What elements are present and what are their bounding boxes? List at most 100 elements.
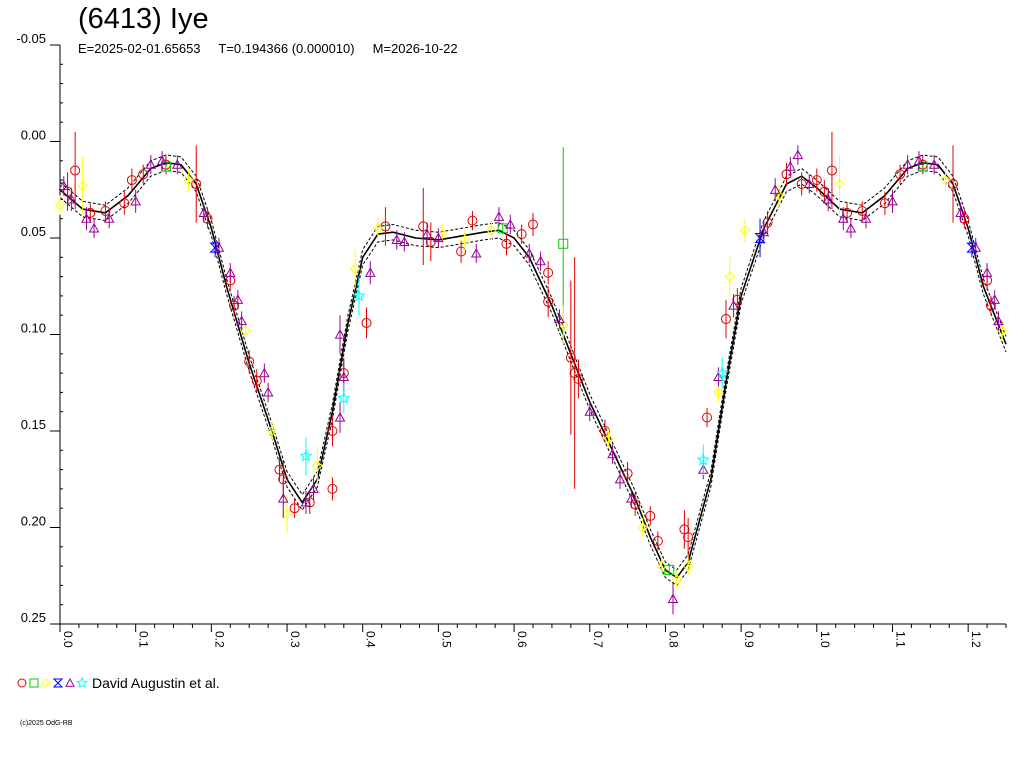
data-point [493,211,505,221]
data-point [713,387,724,398]
data-point [622,468,633,479]
data-point [81,213,92,223]
data-point [277,493,289,503]
data-point [895,169,906,180]
data-point [258,367,270,378]
chart-title: (6413) Iye [78,3,209,35]
data-point [262,386,274,397]
data-point [289,503,300,514]
data-point [558,319,569,331]
copyright-note: (c)2025 OdG-RB [20,720,73,727]
data-point [732,294,743,305]
data-point [436,228,448,240]
data-point [236,315,247,326]
data-point [224,267,236,277]
data-point [66,193,77,204]
data-point [535,255,546,266]
data-point [940,174,951,186]
data-point [754,233,766,243]
x-tick-label: 0.6 [515,631,529,648]
data-point [902,159,913,169]
data-point [599,426,610,436]
data-point [948,178,959,189]
data-point [955,207,966,218]
data-point [702,412,713,423]
data-point [543,267,554,278]
data-point [312,460,323,471]
x-tick-label: 0.5 [439,631,453,648]
data-point [822,193,834,204]
x-tick-label: 1.2 [969,631,983,648]
data-point [626,493,637,503]
data-point [459,234,471,246]
data-point [554,313,565,324]
y-tick-label: 0.05 [21,224,46,239]
data-point [728,300,739,310]
data-point [842,207,853,218]
data-point [664,564,675,575]
data-point [130,195,142,206]
series-triangle [58,145,1004,615]
data-point [715,366,729,379]
legend-star-icon [75,676,89,689]
data-point [857,205,868,216]
data-point [811,175,822,186]
ephemeris-info: E=2025-02-01.65653 T=0.194366 (0.000010)… [78,41,458,56]
data-point [543,296,554,307]
data-point [528,219,538,230]
data-point [724,271,735,282]
data-point [993,315,1004,326]
data-point [970,242,982,252]
data-point [364,267,376,277]
data-point [281,508,293,520]
data-point [671,574,682,585]
series-diamond [54,155,1008,590]
data-point [183,174,194,186]
data-point [126,175,137,186]
data-point [834,178,845,190]
data-point [784,161,796,171]
data-point [792,149,804,160]
data-point [232,294,244,304]
data-point [88,222,100,233]
data-point [334,411,346,422]
series-circle [62,131,996,557]
data-point [171,159,183,169]
data-point [85,207,96,218]
data-point [645,510,656,521]
data-point [565,352,576,363]
data-point [607,448,618,459]
x-tick-label: 0.2 [212,631,226,648]
data-point [352,289,366,302]
data-point [327,426,338,436]
data-point [837,213,849,223]
data-point [467,215,478,226]
data-point [773,190,785,201]
data-point [819,186,830,197]
data-point [299,449,313,462]
data-point [251,375,262,386]
data-point [966,242,978,253]
data-point [456,246,467,257]
data-point [845,222,857,233]
data-point [100,205,111,216]
x-tick-label: 0.9 [742,631,756,648]
data-point [361,317,372,328]
data-point [501,238,512,249]
legend-square-icon [29,678,39,688]
x-tick-label: 0.1 [137,631,151,648]
data-point [762,217,773,228]
data-point [58,180,70,190]
data-point [769,184,781,194]
x-tick-label: 0.7 [591,631,605,648]
data-point [191,178,202,189]
data-point [337,391,351,404]
data-point [614,473,626,484]
legend-triangle-icon [65,677,75,687]
data-points [54,131,1008,615]
data-point [981,267,993,277]
legend-diamond-icon [41,678,51,688]
data-point [652,536,663,547]
data-point [887,195,898,206]
x-tick-label: 0.3 [288,631,302,648]
